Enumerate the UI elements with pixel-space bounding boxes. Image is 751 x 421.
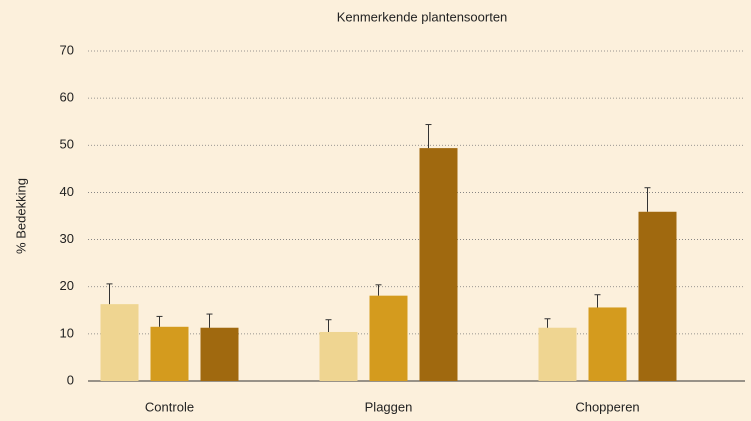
bar xyxy=(319,331,358,381)
bar xyxy=(369,295,408,381)
y-tick-label: 10 xyxy=(60,325,74,340)
y-axis-label: % Bedekking xyxy=(13,178,28,254)
bar xyxy=(100,304,139,381)
y-tick-label: 70 xyxy=(60,42,74,57)
bar xyxy=(200,327,239,381)
y-tick-label: 0 xyxy=(67,372,74,387)
y-tick-label: 30 xyxy=(60,231,74,246)
y-tick-label: 60 xyxy=(60,90,74,105)
bar xyxy=(588,307,627,381)
bar xyxy=(419,148,458,381)
y-tick-label: 20 xyxy=(60,278,74,293)
y-tick-label: 40 xyxy=(60,184,74,199)
bar xyxy=(150,326,189,381)
bar xyxy=(638,211,677,381)
x-tick-label: Controle xyxy=(145,399,194,414)
y-tick-label: 50 xyxy=(60,137,74,152)
bar xyxy=(538,327,577,381)
chart-title: Kenmerkende plantensoorten xyxy=(337,9,508,24)
x-tick-label: Plaggen xyxy=(365,399,413,414)
x-tick-label: Chopperen xyxy=(575,399,639,414)
